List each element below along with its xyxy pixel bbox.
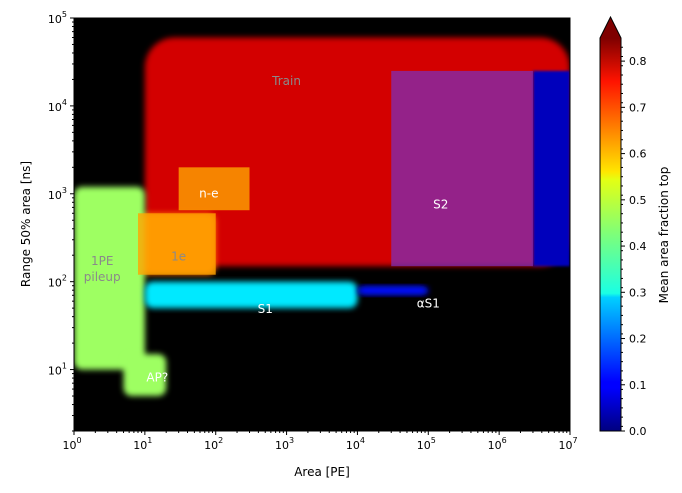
y-axis: 101 102 103 104 105 xyxy=(48,10,74,432)
colorbar-tick-label: 0.6 xyxy=(629,148,647,161)
y-axis-label: Range 50% area [ns] xyxy=(19,161,33,287)
annotation-pileup: pileup xyxy=(84,270,121,284)
colorbar: 0.0 0.1 0.2 0.3 0.4 0.5 0.6 0.7 0.8 Mean area fr… xyxy=(599,15,671,438)
x-tick-label: 100 xyxy=(62,436,81,452)
y-tick-label: 102 xyxy=(48,274,67,290)
heatmap-region-1pe-pileup xyxy=(74,186,145,370)
colorbar-tick-label: 0.1 xyxy=(629,379,647,392)
annotation-1pe: 1PE xyxy=(91,254,113,268)
colorbar-tick-label: 0.3 xyxy=(629,286,647,299)
colorbar-tick-label: 0.2 xyxy=(629,333,647,346)
x-axis: 100 101 102 103 104 105 106 107 xyxy=(62,431,578,452)
annotation-train: Train xyxy=(271,74,301,88)
region-overlays xyxy=(137,70,533,275)
y-tick-label: 101 xyxy=(48,362,67,378)
colorbar-ticks: 0.0 0.1 0.2 0.3 0.4 0.5 0.6 0.7 0.8 xyxy=(621,46,647,438)
x-tick-label: 101 xyxy=(133,436,152,452)
overlay-box-1e xyxy=(137,213,216,275)
colorbar-extend-arrow xyxy=(600,17,621,38)
x-tick-label: 102 xyxy=(204,436,223,452)
x-tick-label: 107 xyxy=(558,436,577,452)
y-tick-label: 103 xyxy=(48,186,67,202)
annotation-s1: αS1 xyxy=(417,296,440,310)
x-tick-label: 103 xyxy=(275,436,294,452)
colorbar-gradient xyxy=(600,38,621,431)
x-tick-label: 105 xyxy=(417,436,436,452)
colorbar-tick-label: 0.5 xyxy=(629,194,647,207)
annotation-s2: S2 xyxy=(433,197,448,211)
colorbar-tick-label: 0.0 xyxy=(629,425,647,438)
annotation-1e: 1e xyxy=(171,250,186,264)
annotation-ap: AP? xyxy=(146,371,168,385)
heatmap-region-s1 xyxy=(144,281,358,309)
overlay-box-n-e xyxy=(178,167,250,211)
x-tick-label: 106 xyxy=(488,436,507,452)
x-axis-label: Area [PE] xyxy=(294,465,350,479)
y-tick-label: 105 xyxy=(48,10,67,26)
colorbar-label: Mean area fraction top xyxy=(657,167,671,304)
heatmap-region-ap xyxy=(123,354,167,397)
annotation-s1: S1 xyxy=(258,302,273,316)
y-tick-label: 104 xyxy=(48,98,67,114)
colorbar-outline xyxy=(599,15,622,432)
heatmap-region-s2-tail xyxy=(532,70,570,267)
annotations: Train n-e S2 1PE pileup 1e S1 αS1 AP? xyxy=(84,74,449,385)
colorbar-tick-label: 0.7 xyxy=(629,101,647,114)
overlay-box-s2 xyxy=(391,70,533,267)
annotation-n-e: n-e xyxy=(199,186,218,200)
heatmap-region-s1 xyxy=(357,285,429,296)
x-tick-label: 104 xyxy=(346,436,365,452)
colorbar-tick-label: 0.4 xyxy=(629,240,647,253)
colorbar-tick-label: 0.8 xyxy=(629,55,647,68)
plot-frame xyxy=(73,17,571,432)
